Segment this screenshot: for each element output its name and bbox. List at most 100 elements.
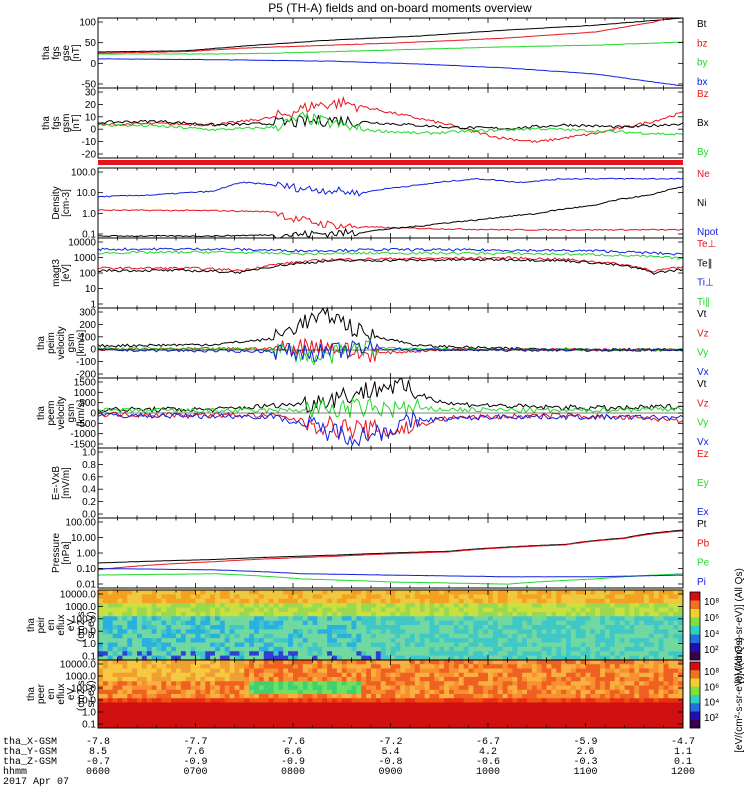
spectrogram-cell [605, 706, 611, 712]
spectrogram-cell [653, 689, 660, 695]
spectrogram-cell [278, 620, 284, 626]
spectrogram-cell [224, 723, 231, 729]
spectrogram-cell [492, 672, 499, 678]
spectrogram-cell [171, 668, 177, 674]
spectrogram-cell [258, 706, 265, 712]
spectrogram-cell [239, 642, 245, 648]
spectrogram-cell [429, 638, 435, 643]
spectrogram-cell [151, 702, 157, 708]
spectrogram-cell [263, 651, 270, 657]
spectrogram-cell [171, 611, 177, 617]
spectrogram-cell [468, 590, 474, 595]
spectrogram-cell [527, 655, 533, 661]
spectrogram-cell [522, 677, 528, 682]
spectrogram-cell [98, 655, 104, 661]
spectrogram-cell [673, 711, 679, 716]
spectrogram-cell [585, 689, 591, 695]
spectrogram-cell [527, 702, 533, 708]
spectrogram-cell [244, 698, 250, 703]
spectrogram-cell [107, 719, 114, 725]
spectrogram-cell [141, 633, 148, 639]
spectrogram-cell [502, 723, 508, 729]
spectrogram-cell [234, 685, 240, 691]
spectrogram-cell [410, 590, 416, 595]
y-axis-label: [nT] [71, 114, 82, 131]
spectrogram-cell [234, 629, 240, 635]
spectrogram-cell [185, 642, 192, 648]
x-axis-row-value: -7.8 [86, 737, 110, 748]
spectrogram-cell [624, 620, 630, 626]
spectrogram-cell [258, 723, 265, 729]
spectrogram-cell [673, 685, 679, 691]
spectrogram-cell [483, 706, 489, 712]
spectrogram-cell [307, 629, 313, 635]
spectrogram-cell [673, 629, 679, 635]
spectrogram-cell [614, 668, 621, 674]
spectrogram-cell [312, 660, 318, 665]
spectrogram-cell [512, 715, 518, 720]
spectrogram-cell [644, 664, 650, 669]
spectrogram-cell [215, 655, 221, 661]
spectrogram-cell [127, 664, 133, 669]
spectrogram-cell [580, 672, 586, 678]
spectrogram-cell [195, 668, 201, 674]
spectrogram-cell [429, 698, 435, 703]
spectrogram-cell [556, 664, 562, 669]
spectrogram-cell [478, 607, 484, 613]
spectrogram-cell [551, 689, 557, 695]
spectrogram-cell [648, 702, 655, 708]
spectrogram-cell [536, 629, 543, 635]
spectrogram-cell [395, 646, 401, 652]
spectrogram-cell [263, 706, 270, 712]
spectrogram-cell [346, 594, 352, 600]
spectrogram-cell [380, 719, 387, 725]
spectrogram-cell [385, 655, 391, 661]
spectrogram-cell [107, 651, 114, 657]
spectrogram-cell [488, 590, 494, 595]
spectrogram-cell [249, 655, 255, 661]
spectrogram-cell [195, 723, 201, 729]
spectrogram-cell [215, 706, 221, 712]
spectrogram-cell [166, 677, 172, 682]
spectrogram-cell [473, 590, 479, 595]
spectrogram-cell [468, 611, 474, 617]
spectrogram-cell [200, 681, 206, 686]
spectrogram-cell [288, 660, 294, 665]
spectrogram-cell [531, 677, 538, 682]
spectrogram-cell [385, 689, 391, 695]
colorbar-swatch [690, 662, 700, 671]
spectrogram-cell [102, 611, 109, 617]
spectrogram-cell [541, 715, 547, 720]
y-axis-label: Pressure [51, 533, 62, 573]
spectrogram-cell [380, 689, 387, 695]
spectrogram-cell [171, 681, 177, 686]
spectrogram-cell [268, 611, 274, 617]
spectrogram-cell [151, 629, 157, 635]
spectrogram-cell [609, 620, 616, 626]
spectrogram-cell [556, 594, 562, 600]
spectrogram-cell [180, 629, 187, 635]
spectrogram-cell [102, 660, 109, 665]
spectrogram-cell [444, 590, 450, 595]
spectrogram-cell [190, 633, 196, 639]
spectrogram-cell [673, 668, 679, 674]
spectrogram-cell [410, 668, 416, 674]
spectrogram-cell [517, 677, 523, 682]
spectrogram-cell [327, 672, 333, 678]
spectrogram-cell [205, 607, 211, 613]
spectrogram-cell [507, 689, 513, 695]
spectrogram-cell [410, 638, 416, 643]
spectrogram-cell [317, 711, 323, 716]
spectrogram-cell [585, 723, 591, 729]
spectrogram-cell [575, 723, 582, 729]
spectrogram-cell [463, 616, 469, 622]
spectrogram-cell [249, 715, 255, 720]
spectrogram-cell [375, 664, 382, 669]
spectrogram-cell [444, 660, 450, 665]
spectrogram-cell [273, 611, 279, 617]
spectrogram-cell [156, 685, 162, 691]
spectrogram-cell [531, 638, 538, 643]
spectrogram-cell [195, 607, 201, 613]
spectrogram-cell [258, 625, 265, 630]
spectrogram-cell [171, 715, 177, 720]
